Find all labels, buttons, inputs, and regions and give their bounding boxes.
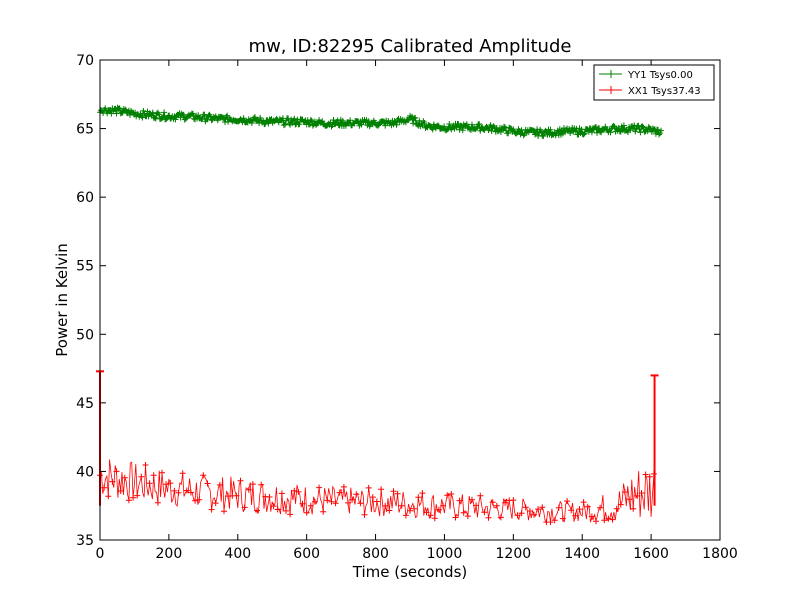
legend-entry-xx1: XX1 Tsys37.43 <box>599 86 701 97</box>
x-tick-label: 1600 <box>633 546 669 562</box>
plot-background <box>100 60 720 540</box>
legend-entry-yy1: YY1 Tsys0.00 <box>599 70 693 81</box>
y-tick-label: 45 <box>76 396 94 412</box>
x-axis: 0 200 400 600 800 1000 1200 1400 1600 1800 <box>96 60 738 562</box>
plot-frame <box>99 59 721 541</box>
series-yy1 <box>97 104 665 140</box>
chart-title: mw, ID:82295 Calibrated Amplitude <box>249 36 572 57</box>
y-tick-label: 50 <box>76 327 94 343</box>
y-tick-label: 35 <box>76 533 94 549</box>
x-tick-label: 600 <box>293 546 320 562</box>
x-axis-title: Time (seconds) <box>352 563 468 581</box>
y-tick-label: 70 <box>76 53 94 69</box>
x-tick-label: 400 <box>224 546 251 562</box>
legend-label-xx1: XX1 Tsys37.43 <box>628 86 701 97</box>
y-tick-label: 55 <box>76 259 94 275</box>
legend-marker-xx1 <box>607 86 615 94</box>
legend: YY1 Tsys0.00 XX1 Tsys37.43 <box>593 64 715 101</box>
y-axis-title: Power in Kelvin <box>53 243 71 357</box>
x-tick-label: 1800 <box>702 546 738 562</box>
legend-marker-yy1 <box>607 70 615 78</box>
x-tick-label: 1000 <box>427 546 463 562</box>
legend-label-yy1: YY1 Tsys0.00 <box>627 70 693 81</box>
x-tick-label: 200 <box>156 546 183 562</box>
y-tick-label: 60 <box>76 190 94 206</box>
y-axis: 35 40 45 50 55 60 65 70 <box>76 53 720 549</box>
legend-box <box>593 64 715 101</box>
x-tick-label: 1400 <box>564 546 600 562</box>
y-tick-label: 65 <box>76 122 94 138</box>
y-tick-label: 40 <box>76 464 94 480</box>
series-layer <box>96 104 665 526</box>
x-tick-label: 800 <box>362 546 389 562</box>
x-tick-label: 0 <box>96 546 105 562</box>
x-tick-label: 1200 <box>496 546 532 562</box>
